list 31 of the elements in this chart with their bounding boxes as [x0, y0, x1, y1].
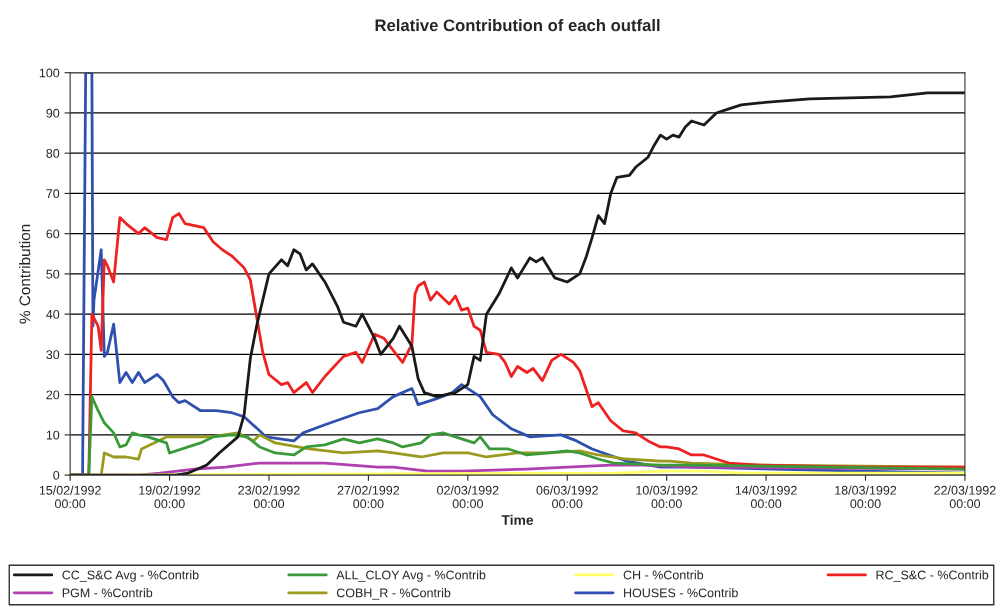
legend-label: HOUSES - %Contrib — [624, 588, 738, 598]
x-tick-label: 10/03/1992 00:00 — [636, 485, 698, 509]
legend-label: CH - %Contrib — [623, 570, 704, 580]
legend-label: COBH_R - %Contrib — [336, 588, 451, 600]
y-tick-label: 100 — [39, 68, 60, 78]
x-tick-label: 18/03/1992 00:00 — [835, 485, 897, 509]
legend-label: CC_S&C Avg - %Contrib — [62, 570, 199, 582]
y-tick-label: 80 — [46, 149, 60, 158]
x-tick-label: 22/03/1992 00:00 — [934, 485, 996, 509]
x-tick-label: 15/02/1992 00:00 — [39, 485, 101, 509]
y-tick-label: 20 — [46, 390, 60, 400]
legend-label: ALL_CLOY Avg - %Contrib — [336, 570, 486, 582]
y-tick-label: 40 — [46, 309, 60, 319]
x-tick-label: 14/03/1992 00:00 — [735, 485, 797, 509]
y-tick-label: 10 — [46, 430, 60, 440]
y-tick-label: 50 — [46, 269, 60, 279]
y-tick-label: 60 — [46, 229, 60, 239]
x-tick-label: 02/03/1992 00:00 — [437, 485, 499, 509]
legend-label: RC_S&C - %Contrib — [876, 570, 989, 582]
y-axis-title: % Contribution — [19, 224, 31, 324]
legend-label: PGM - %Contrib — [62, 588, 153, 598]
y-tick-label: 90 — [46, 108, 60, 118]
chart-title: Relative Contribution of each outfall — [375, 18, 660, 32]
x-axis-title: Time — [501, 514, 534, 526]
y-tick-label: 30 — [46, 350, 60, 360]
x-tick-label: 06/03/1992 00:00 — [536, 485, 598, 509]
x-tick-label: 27/02/1992 00:00 — [337, 485, 400, 509]
y-tick-label: 0 — [53, 470, 60, 480]
x-tick-label: 19/02/1992 00:00 — [139, 485, 201, 509]
y-tick-label: 70 — [46, 189, 60, 199]
x-tick-label: 23/02/1992 00:00 — [238, 485, 300, 509]
